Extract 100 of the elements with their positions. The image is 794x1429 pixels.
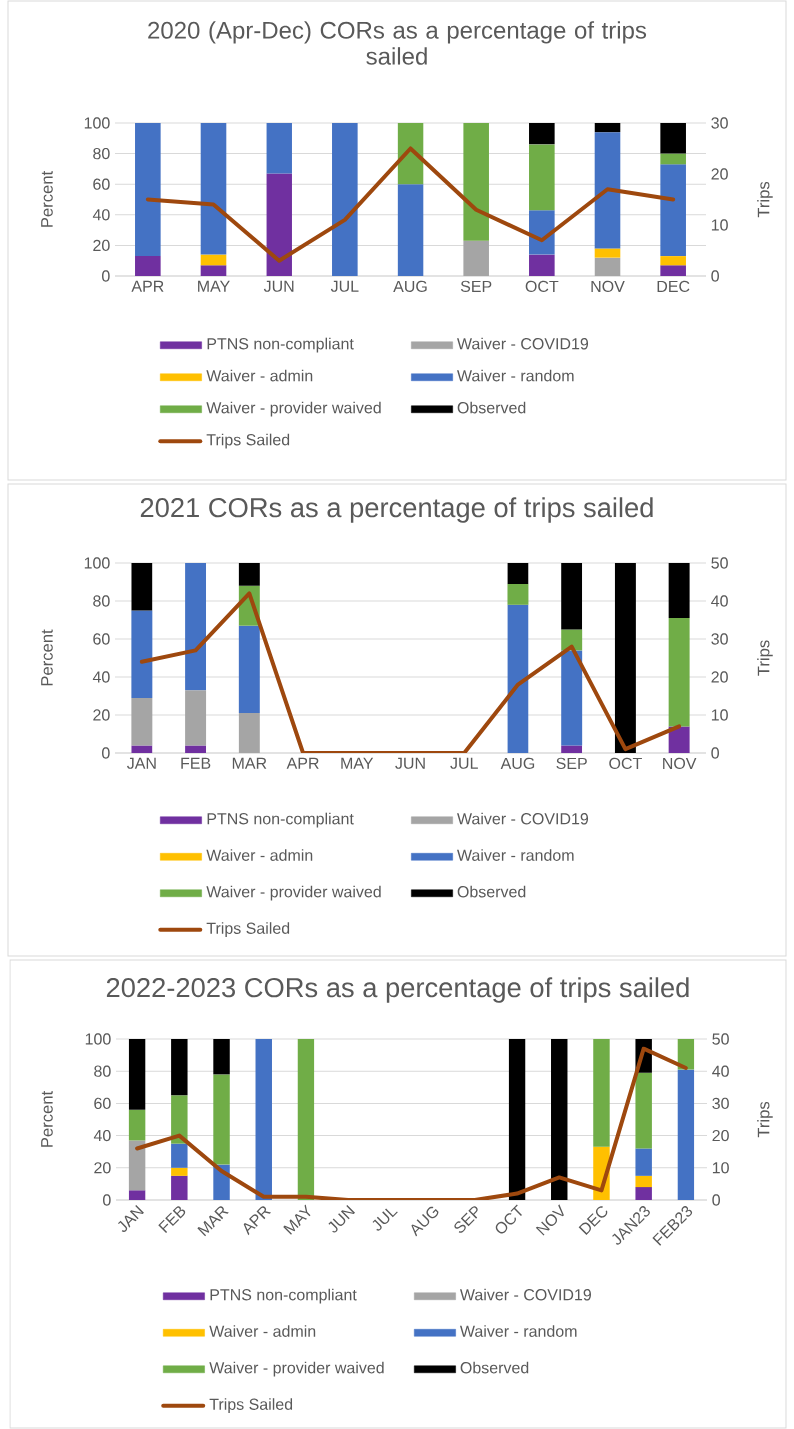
bar: [561, 745, 583, 753]
bar: [594, 132, 621, 249]
x-tick-label: JAN: [127, 757, 156, 769]
bar: [635, 1187, 652, 1200]
y2-axis-title: Trips: [757, 640, 773, 676]
x-tick-label: APR: [286, 757, 319, 769]
chart-title: 2022-2023 CORs as a percentage of trips sailed: [106, 977, 689, 1003]
x-tick-label: JUN: [395, 757, 425, 769]
x-tick-label: NOV: [663, 757, 697, 770]
y-tick-label: 40: [92, 671, 110, 683]
bar: [463, 122, 489, 241]
y2-tick-label: 40: [712, 1065, 729, 1077]
legend-label: PTNS non-compliant: [207, 337, 354, 353]
bar: [238, 625, 260, 714]
bar: [635, 1175, 652, 1188]
bar: [561, 629, 583, 651]
y-tick-label: 0: [103, 1194, 111, 1206]
bar: [529, 144, 555, 211]
x-tick-label: APR: [131, 280, 164, 292]
y-axis-title: Percent: [41, 170, 53, 227]
y-tick-label: 80: [93, 595, 110, 607]
x-tick-label: JUL: [330, 280, 359, 292]
bar: [171, 1175, 188, 1200]
chart-title: 2020 (Apr-Dec) CORs as a percentage of trips sailed: [148, 21, 647, 65]
y-tick-label: 60: [94, 1097, 111, 1110]
legend-label: Waiver - provider waived: [209, 1361, 384, 1377]
bar: [255, 1039, 272, 1200]
bar: [185, 563, 207, 691]
x-tick-label: OCT: [525, 280, 559, 293]
legend-label: Waiver - admin: [206, 849, 313, 861]
bar: [635, 1072, 652, 1149]
x-tick-label: OCT: [609, 757, 642, 770]
bar: [660, 122, 686, 154]
x-tick-label: AUG: [393, 280, 427, 293]
x-tick-label: AUG: [500, 757, 535, 770]
bar: [171, 1039, 188, 1096]
y2-tick-label: 0: [712, 1194, 720, 1206]
y2-tick-label: 20: [711, 168, 728, 180]
y2-tick-label: 50: [712, 1033, 729, 1045]
y2-tick-label: 10: [711, 219, 728, 231]
legend-label: Trips Sailed: [209, 1398, 293, 1414]
bar: [508, 1039, 526, 1200]
legend-label: Waiver - COVID19: [459, 1288, 591, 1301]
bar: [131, 697, 153, 746]
y2-axis-title: Trips: [757, 181, 773, 218]
y2-tick-label: 30: [711, 633, 728, 645]
bar: [128, 1190, 146, 1200]
y-tick-label: 0: [102, 747, 110, 759]
legend-label: PTNS non-compliant: [207, 812, 354, 828]
y2-tick-label: 10: [712, 1162, 729, 1174]
y2-tick-label: 20: [711, 671, 728, 683]
bar: [266, 173, 292, 276]
y-tick-label: 100: [85, 1033, 111, 1045]
bar: [185, 690, 207, 746]
x-tick-label: SEP: [460, 280, 492, 293]
legend-label: Waiver - admin: [206, 369, 313, 382]
y-tick-label: 100: [84, 117, 110, 129]
bar: [135, 256, 161, 276]
legend-label: Waiver - random: [457, 849, 574, 861]
y-tick-label: 0: [102, 270, 110, 282]
bar: [332, 122, 358, 276]
bar: [677, 1069, 695, 1200]
bar: [660, 164, 686, 257]
legend-label: Observed: [457, 401, 526, 414]
y-tick-label: 100: [84, 557, 110, 569]
bar: [529, 122, 555, 145]
y2-tick-label: 30: [712, 1097, 729, 1110]
x-tick-label: MAY: [341, 757, 374, 769]
bar: [128, 1109, 146, 1141]
bar: [660, 265, 686, 276]
bar: [594, 257, 621, 276]
bar: [677, 1039, 695, 1070]
bar: [660, 153, 686, 165]
legend-label: Waiver - provider waived: [206, 885, 381, 901]
x-tick-label: JUL: [450, 757, 478, 769]
bar: [131, 745, 153, 753]
legend-label: Waiver - random: [459, 1325, 577, 1337]
x-tick-label: FEB: [158, 1206, 186, 1233]
bar: [171, 1095, 188, 1144]
legend-label: Waiver - random: [457, 369, 574, 382]
bar: [594, 122, 621, 133]
bar: [238, 563, 260, 586]
bar: [614, 563, 636, 753]
y2-tick-label: 0: [711, 747, 719, 759]
legend-label: Observed: [457, 885, 526, 898]
bar: [266, 122, 292, 174]
bar: [551, 1039, 568, 1200]
bar: [635, 1148, 652, 1176]
y-tick-label: 60: [93, 178, 110, 190]
y-tick-label: 60: [93, 633, 110, 645]
bar: [507, 604, 529, 753]
y-tick-label: 40: [93, 1129, 111, 1142]
bar: [238, 713, 260, 753]
x-tick-label: MAY: [198, 280, 230, 292]
y-tick-label: 20: [93, 709, 110, 721]
bar: [668, 726, 690, 753]
y2-tick-label: 30: [711, 117, 728, 129]
legend-label: Waiver - COVID19: [457, 337, 589, 350]
legend-label: Trips Sailed: [206, 433, 290, 449]
bar: [561, 563, 583, 630]
